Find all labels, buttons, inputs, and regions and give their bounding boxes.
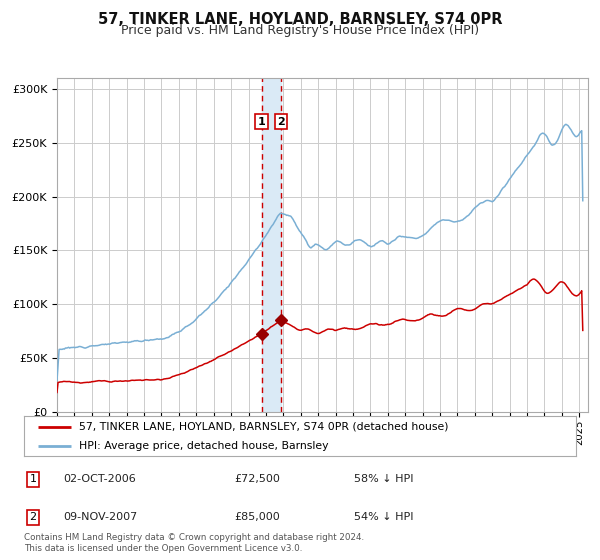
Text: 57, TINKER LANE, HOYLAND, BARNSLEY, S74 0PR (detached house): 57, TINKER LANE, HOYLAND, BARNSLEY, S74 … <box>79 422 449 432</box>
Text: £72,500: £72,500 <box>234 474 280 484</box>
Text: 54% ↓ HPI: 54% ↓ HPI <box>354 512 413 522</box>
Text: 02-OCT-2006: 02-OCT-2006 <box>63 474 136 484</box>
Text: £85,000: £85,000 <box>234 512 280 522</box>
Text: 1: 1 <box>257 116 265 127</box>
Text: 57, TINKER LANE, HOYLAND, BARNSLEY, S74 0PR: 57, TINKER LANE, HOYLAND, BARNSLEY, S74 … <box>98 12 502 27</box>
Text: 2: 2 <box>277 116 284 127</box>
Text: 2: 2 <box>29 512 37 522</box>
Text: 09-NOV-2007: 09-NOV-2007 <box>63 512 137 522</box>
Text: HPI: Average price, detached house, Barnsley: HPI: Average price, detached house, Barn… <box>79 441 329 451</box>
Text: Contains HM Land Registry data © Crown copyright and database right 2024.
This d: Contains HM Land Registry data © Crown c… <box>24 533 364 553</box>
Bar <box>262 78 281 412</box>
Text: Price paid vs. HM Land Registry's House Price Index (HPI): Price paid vs. HM Land Registry's House … <box>121 24 479 37</box>
Text: 58% ↓ HPI: 58% ↓ HPI <box>354 474 413 484</box>
Text: 1: 1 <box>29 474 37 484</box>
